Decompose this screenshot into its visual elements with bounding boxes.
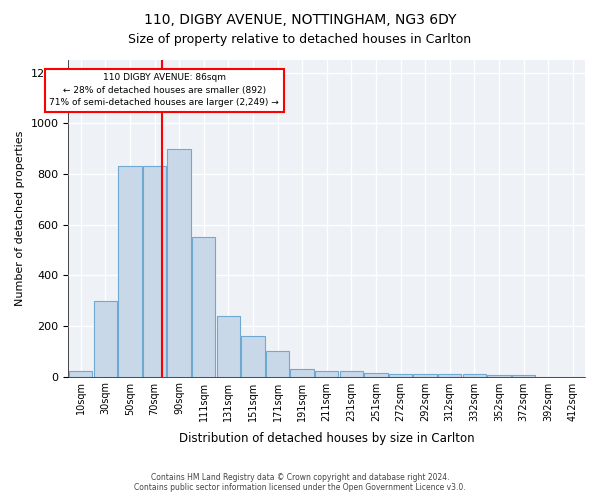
Bar: [94, 300, 117, 376]
Bar: [241, 336, 265, 376]
Text: 110, DIGBY AVENUE, NOTTINGHAM, NG3 6DY: 110, DIGBY AVENUE, NOTTINGHAM, NG3 6DY: [144, 12, 456, 26]
Bar: [69, 372, 92, 376]
Bar: [364, 372, 388, 376]
Bar: [463, 374, 486, 376]
Text: Size of property relative to detached houses in Carlton: Size of property relative to detached ho…: [128, 32, 472, 46]
Y-axis label: Number of detached properties: Number of detached properties: [15, 130, 25, 306]
Bar: [217, 316, 240, 376]
Bar: [315, 372, 338, 376]
Bar: [290, 369, 314, 376]
Bar: [167, 148, 191, 376]
Bar: [340, 372, 363, 376]
Bar: [118, 166, 142, 376]
Bar: [413, 374, 437, 376]
Bar: [389, 374, 412, 376]
Text: 110 DIGBY AVENUE: 86sqm
← 28% of detached houses are smaller (892)
71% of semi-d: 110 DIGBY AVENUE: 86sqm ← 28% of detache…: [49, 74, 279, 108]
X-axis label: Distribution of detached houses by size in Carlton: Distribution of detached houses by size …: [179, 432, 475, 445]
Bar: [143, 166, 166, 376]
Bar: [438, 374, 461, 376]
Text: Contains HM Land Registry data © Crown copyright and database right 2024.
Contai: Contains HM Land Registry data © Crown c…: [134, 473, 466, 492]
Bar: [192, 238, 215, 376]
Bar: [266, 351, 289, 376]
